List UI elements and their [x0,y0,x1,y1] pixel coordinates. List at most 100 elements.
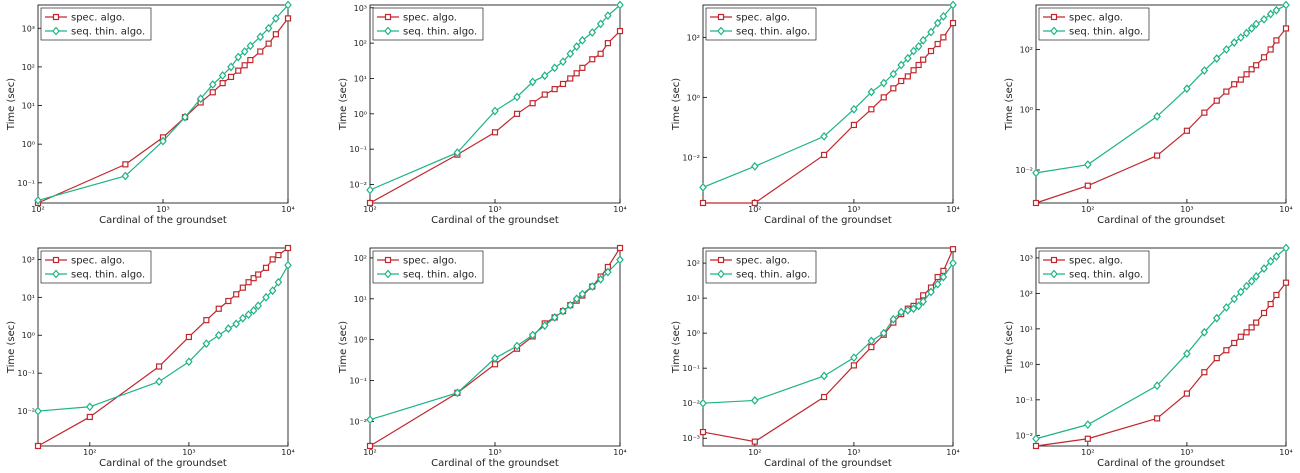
marker [491,129,499,136]
legend: spec. algo. seq. thin. algo. [1038,7,1150,41]
marker [246,41,255,51]
marker [1032,168,1040,178]
marker [551,86,558,93]
marker [256,32,265,42]
marker [909,46,918,56]
marker [159,136,167,146]
y-tick-label: 10⁰ [1020,360,1033,369]
marker [820,151,828,159]
marker [927,47,935,55]
x-axis-label: Cardinal of the groundset [764,458,892,469]
marker [1200,327,1209,337]
y-tick-label: 10⁻¹ [17,369,35,378]
y-tick-label: 10⁻¹ [349,145,367,154]
marker [909,304,918,314]
marker [218,71,227,80]
marker [933,18,942,28]
marker [245,279,252,286]
y-tick-label: 10⁻¹ [349,377,367,386]
marker [867,336,876,346]
legend-box [705,250,817,284]
y-tick-label: 10⁻² [1015,166,1033,175]
marker [1248,66,1255,73]
y-tick-label: 10¹ [22,293,35,302]
marker [1272,5,1281,15]
marker [1242,28,1251,38]
marker [528,330,537,340]
y-tick-label: 10⁰ [354,110,367,119]
marker [596,274,605,284]
series-line [369,30,621,204]
marker [208,80,217,89]
marker [897,307,905,317]
marker [820,393,828,401]
x-tick-label: 10³ [847,205,860,214]
legend-box [1038,7,1150,41]
marker [239,284,246,291]
marker [889,69,898,79]
marker [275,251,282,259]
marker [1243,71,1250,78]
marker [366,415,374,425]
plot-frame [1035,4,1287,204]
legend-label: spec. algo. [1069,256,1123,267]
legend-label: spec. algo. [1069,13,1123,24]
x-tick-label: 10³ [1180,205,1193,214]
x-axis-label: Cardinal of the groundset [99,458,227,469]
x-tick-label: 10³ [1180,448,1193,457]
y-tick-label: 10⁰ [354,336,367,345]
marker [1223,347,1230,354]
marker [616,244,624,252]
plot-frame [37,247,289,447]
legend-label: seq. thin. algo. [736,270,810,281]
x-tick-label: 10⁴ [281,448,294,457]
marker [1084,182,1091,189]
y-axis-label: Time (sec) [671,78,682,131]
marker [215,305,222,312]
marker [366,442,374,450]
y-tick-label: 10⁰ [687,93,700,102]
x-axis-label: Cardinal of the groundset [99,215,227,226]
x-tick-label: 10⁴ [946,205,959,214]
marker [233,291,240,298]
marker [34,195,42,205]
marker [939,11,948,21]
marker [927,27,935,37]
marker [1050,269,1058,279]
marker [879,328,888,338]
legend-label: seq. thin. algo. [403,27,477,38]
marker [52,269,60,279]
marker [559,57,567,67]
x-axis-label: Cardinal of the groundset [431,458,559,469]
x-tick-label: 10² [748,448,761,457]
marker [1260,54,1268,61]
marker [528,77,537,87]
marker [949,0,957,10]
legend-label: seq. thin. algo. [1069,270,1143,281]
y-axis-label: Time (sec) [338,78,349,131]
y-axis-label: Time (sec) [6,78,17,131]
marker [890,85,897,92]
marker [717,256,725,264]
marker [34,442,42,450]
marker [52,13,60,21]
marker [897,60,905,70]
marker [1243,329,1250,336]
legend-label: seq. thin. algo. [736,27,810,38]
series-line [702,262,954,404]
marker [1230,38,1238,47]
marker [366,199,374,207]
marker [513,110,521,117]
marker [513,92,521,102]
marker [1084,435,1091,442]
marker [122,161,129,168]
marker [274,277,283,287]
series-line [1035,247,1287,440]
marker [1213,97,1220,104]
marker [589,56,596,63]
marker [284,15,292,22]
y-tick-label: 10² [687,259,700,268]
